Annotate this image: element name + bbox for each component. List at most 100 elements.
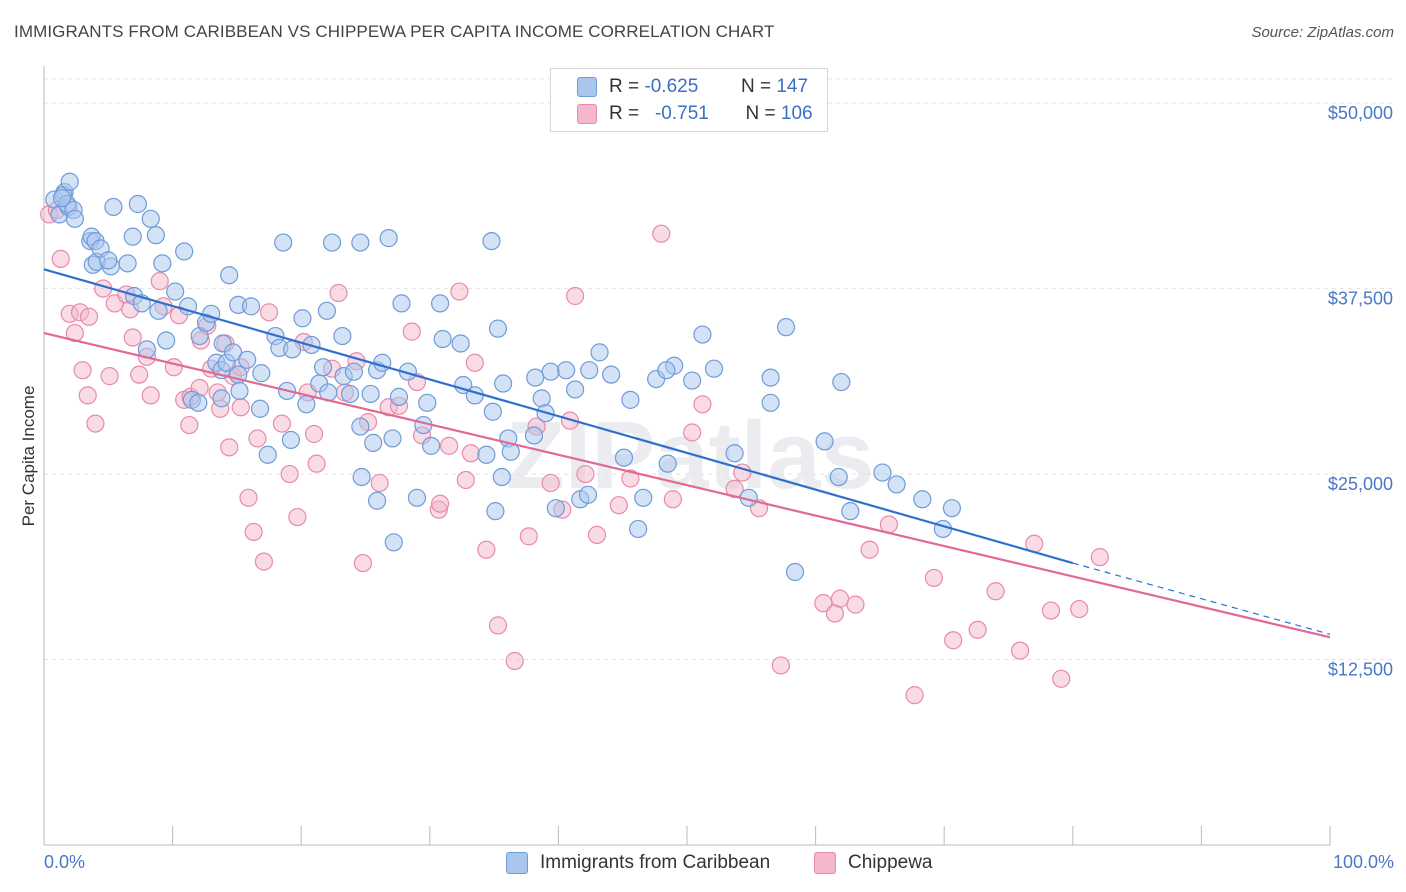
data-point [832,372,851,392]
data-point [430,294,450,313]
data-point [477,540,496,559]
data-point [933,519,953,539]
data-point [683,371,702,390]
data-point [307,454,326,473]
data-point [100,367,119,386]
data-point [389,387,409,406]
data-point [212,389,231,408]
data-point [164,358,183,377]
data-point [576,464,595,484]
y-tick-label: $12,500 [1328,660,1393,680]
data-point [541,362,560,381]
data-point [776,318,796,337]
data-point [351,233,370,252]
data-point [123,328,142,347]
data-point [60,172,79,191]
data-point [370,473,389,493]
data-point [725,444,744,463]
data-point [373,353,392,372]
data-point [351,417,370,436]
data-point [461,444,481,463]
data-point [79,307,99,326]
data-point [683,423,702,442]
data-point [293,309,312,328]
data-point [128,194,147,214]
data-point [846,595,865,614]
data-point [220,266,239,285]
data-point [663,490,682,509]
data-point [629,519,648,539]
trend-line-chippewa [43,332,1331,639]
data-point [220,438,239,457]
data-point [433,329,452,349]
data-point [283,340,302,359]
axes [43,66,1331,846]
data-point [505,651,524,671]
data-point [418,393,437,412]
data-point [407,488,427,507]
data-point [621,390,640,409]
data-point [486,502,505,521]
data-point [488,319,508,338]
data-point [353,553,373,573]
legend-r-value: -0.751 [654,103,709,124]
data-point [541,473,560,493]
data-point [761,393,780,412]
data-point [392,294,411,313]
data-point [248,429,267,448]
data-point [352,467,371,487]
legend-swatch-caribbean [577,77,597,97]
data-point [258,445,277,464]
data-point [465,353,484,372]
data-point [456,470,475,490]
data-point [340,384,360,404]
data-point [829,467,848,487]
data-point [771,656,790,675]
data-point [477,445,496,464]
data-point [483,402,502,421]
correlation-legend: R = -0.625 N = 147 R = -0.751 N = 106 [550,68,828,132]
legend-swatch-chippewa [577,104,597,124]
swatch-chippewa [814,852,836,874]
data-point [439,436,459,455]
data-point [905,686,924,705]
trend-lines [43,268,1331,639]
data-point [402,322,421,341]
legend-n-label: N = [745,103,776,124]
data-point [580,361,599,380]
data-point [1070,599,1089,619]
data-point [274,233,293,252]
data-point [313,358,333,377]
data-point [519,527,538,546]
data-point [566,380,585,399]
data-point [1041,601,1061,620]
data-point [693,395,712,414]
data-point [123,227,142,246]
data-point [658,454,677,473]
data-point [367,491,387,510]
data-point [761,368,780,387]
data-point [304,424,324,444]
data-point [587,525,607,544]
data-point [621,469,640,488]
data-point [99,251,118,270]
data-point [492,467,511,487]
data-point [379,229,398,248]
legend-r-value: -0.625 [644,76,699,97]
data-point [384,533,403,552]
data-point [272,414,292,433]
data-point [924,568,944,588]
data-point [65,209,84,228]
data-point [986,582,1005,601]
data-point [259,303,279,322]
data-point [130,365,149,384]
data-point [887,475,906,494]
data-point [1010,641,1030,660]
swatch-caribbean [506,852,528,874]
data-point [532,389,551,408]
data-point [250,399,270,418]
data-point [704,359,724,378]
x-axis-min-label: 0.0% [44,852,86,872]
data-point [814,594,833,613]
